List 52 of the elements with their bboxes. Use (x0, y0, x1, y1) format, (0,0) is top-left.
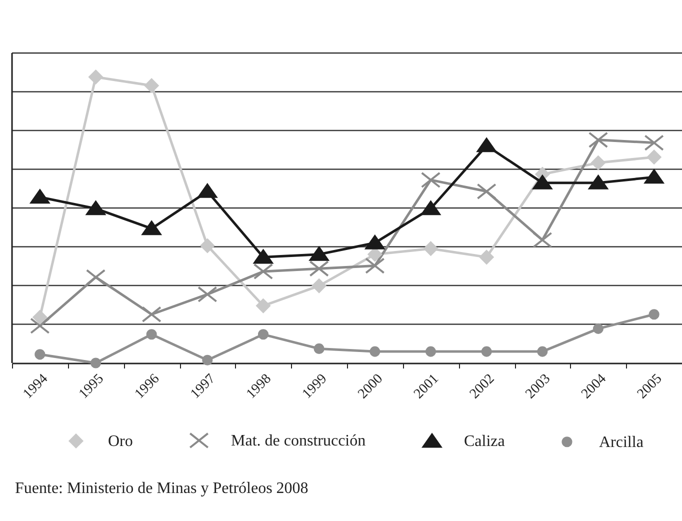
point (146, 329, 157, 340)
point (198, 184, 217, 198)
point (142, 220, 162, 236)
point (588, 132, 608, 148)
point (144, 78, 159, 93)
point (34, 349, 46, 360)
point (532, 232, 552, 248)
point (314, 343, 324, 354)
point (646, 150, 662, 164)
point (309, 260, 329, 277)
source-note: Fuente: Ministerio de Minas y Petróleos 2008 (15, 480, 308, 497)
point (30, 189, 50, 204)
point (254, 249, 273, 264)
legend-label: Caliza (464, 433, 505, 450)
point (591, 156, 606, 170)
point (644, 169, 664, 184)
point (90, 358, 102, 368)
legend-label: Mat. de construcción (231, 432, 366, 450)
point (86, 200, 106, 216)
point (200, 238, 215, 253)
point (424, 241, 438, 256)
point (30, 318, 50, 334)
point (479, 250, 494, 264)
point (368, 247, 382, 262)
point (420, 172, 441, 188)
point (32, 310, 48, 324)
point (365, 235, 384, 250)
point (86, 269, 106, 286)
point (202, 354, 213, 366)
point (648, 309, 660, 320)
point (370, 346, 380, 357)
point (365, 258, 385, 274)
point (592, 323, 604, 334)
point (425, 346, 436, 357)
point (198, 286, 218, 302)
point (644, 134, 664, 151)
point (142, 306, 162, 322)
point (476, 183, 496, 200)
point (421, 200, 440, 216)
point (588, 175, 608, 190)
point (253, 263, 274, 280)
point (88, 70, 103, 84)
point (532, 175, 552, 190)
point (310, 246, 329, 261)
point (481, 346, 492, 357)
point (256, 298, 270, 313)
legend-label: Arcilla (599, 434, 644, 451)
point (477, 138, 496, 152)
point (312, 278, 326, 293)
legend-label: Oro (108, 432, 133, 450)
point (258, 329, 269, 340)
point (537, 346, 548, 357)
